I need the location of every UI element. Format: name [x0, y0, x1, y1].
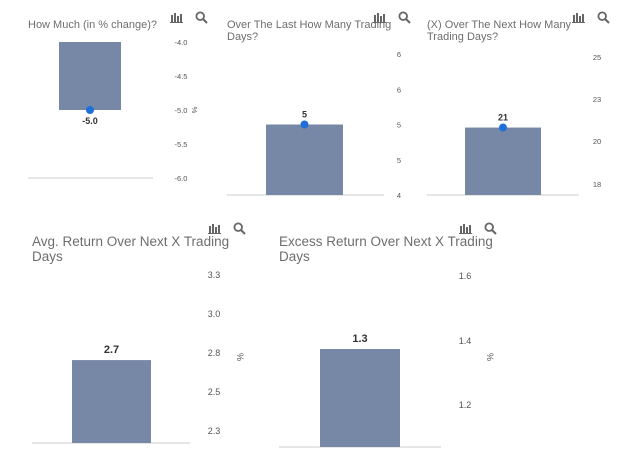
bar[interactable]: [465, 127, 541, 195]
y-axis-label: %: [485, 353, 495, 361]
bar[interactable]: [320, 349, 400, 447]
bar[interactable]: [266, 124, 343, 196]
value-marker[interactable]: [86, 106, 94, 114]
y-tick-label: 5: [397, 121, 401, 130]
y-tick-label: 2.5: [208, 387, 221, 397]
chart-title: Over The Last How Many Trading Days?: [227, 19, 392, 44]
y-tick-label: -4.5: [175, 72, 188, 81]
value-marker[interactable]: [300, 120, 309, 129]
y-tick-label: 18: [593, 180, 601, 189]
bar-chart-icon[interactable]: [170, 11, 183, 24]
chart-toolbar: [170, 11, 208, 24]
search-icon[interactable]: [484, 222, 497, 235]
bar-chart-icon[interactable]: [373, 11, 386, 24]
chart-title: How Much (in % change)?: [28, 19, 158, 31]
value-marker[interactable]: [499, 123, 507, 132]
y-tick-label: 2.3: [208, 426, 221, 436]
bar-chart-icon[interactable]: [459, 222, 472, 235]
y-tick-label: 1.2: [459, 400, 472, 410]
y-tick-label: 25: [593, 53, 601, 62]
y-tick-label: -4.0: [175, 38, 188, 47]
search-icon[interactable]: [233, 222, 246, 235]
y-tick-label: 3.0: [208, 309, 221, 319]
y-tick-label: 2.8: [208, 348, 221, 358]
data-label: -5.0: [82, 116, 98, 126]
y-tick-label: 6: [397, 85, 401, 94]
y-tick-label: 1.6: [459, 271, 472, 281]
chart-title: Avg. Return Over Next X Trading Days: [32, 234, 230, 265]
y-tick-label: 20: [593, 137, 601, 146]
y-tick-label: -5.0: [175, 106, 188, 115]
data-label: 5: [302, 110, 307, 120]
search-icon[interactable]: [398, 11, 411, 24]
y-tick-label: -6.0: [175, 174, 188, 183]
data-label: 21: [498, 113, 508, 123]
search-icon[interactable]: [597, 11, 610, 24]
chart-plot-last-days: 6 6 5 5 4 5: [227, 50, 401, 200]
y-tick-label: 5: [397, 156, 401, 165]
chart-toolbar: [208, 222, 246, 235]
data-label: 2.7: [104, 344, 119, 356]
bar[interactable]: [72, 360, 151, 443]
chart-toolbar: [459, 222, 497, 235]
y-axis-label: %: [235, 353, 245, 361]
bar-chart-icon[interactable]: [208, 222, 221, 235]
y-tick-label: -5.5: [175, 140, 188, 149]
y-tick-label: 3.3: [208, 270, 221, 280]
chart-plot-how-much: -4.0-4.5-5.0-5.5-6.0%-5.0: [28, 38, 199, 183]
chart-plot-next-days: 25 23 20 18 21: [427, 53, 601, 196]
chart-plot-avg-return: 3.3 3.0 2.8 2.5 2.3% 2.7: [32, 270, 245, 444]
y-tick-label: 6: [397, 50, 401, 59]
bar-chart-icon[interactable]: [572, 11, 585, 24]
search-icon[interactable]: [195, 11, 208, 24]
chart-toolbar: [572, 11, 610, 24]
chart-title: Excess Return Over Next X Trading Days: [279, 234, 493, 265]
y-tick-label: 1.4: [459, 336, 472, 346]
y-tick-label: 23: [593, 95, 601, 104]
y-axis-label: %: [190, 107, 199, 114]
data-label: 1.3: [352, 333, 367, 345]
y-tick-label: 4: [397, 191, 401, 200]
chart-title: (X) Over The Next How Many Trading Days?: [427, 19, 572, 44]
chart-toolbar: [373, 11, 411, 24]
bar[interactable]: [59, 42, 121, 110]
